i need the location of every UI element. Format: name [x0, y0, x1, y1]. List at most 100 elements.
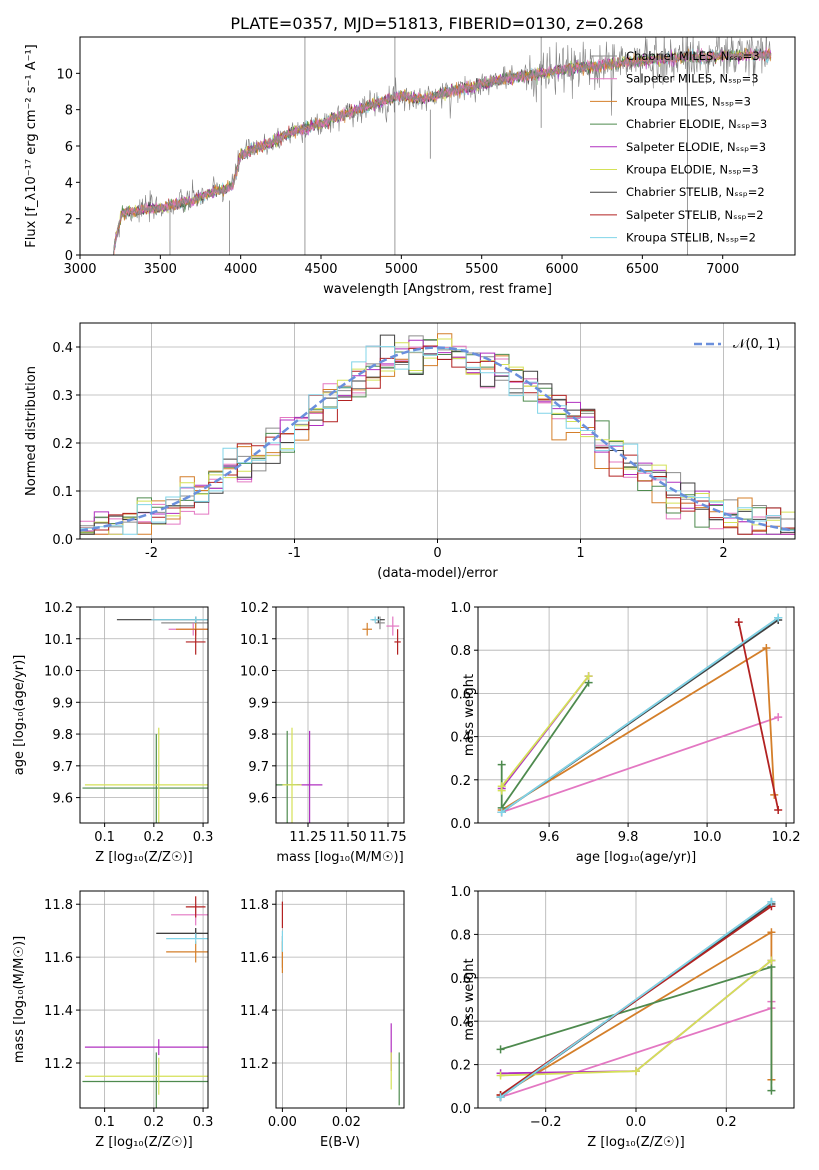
x-tick-label: 11.50	[329, 830, 366, 845]
x-tick-label: 3500	[144, 262, 177, 277]
weight-marker	[774, 713, 783, 722]
x-tick-label: 6000	[545, 262, 578, 277]
x-tick-label: 5000	[385, 262, 418, 277]
y-tick-label: 1.0	[450, 601, 471, 616]
weight-marker	[774, 806, 783, 815]
weight-marker	[762, 644, 771, 653]
panel-3: 11.25 11.50 11.75 9.6 9.7 9.8 9.9 10.0 10.1 10.2 m…	[240, 601, 407, 865]
weight-marker	[497, 782, 506, 791]
y-tick-label: 6	[65, 140, 73, 155]
y-tick-label: 2	[65, 213, 73, 228]
y-tick-label: 0.0	[450, 817, 471, 832]
y-tick-label: 9.7	[248, 760, 269, 775]
weight-marker	[774, 613, 783, 622]
y-tick-label: 0.8	[450, 928, 471, 943]
weight-line-kroupa-stelib	[500, 901, 772, 1098]
panel-2: 0.1 0.2 0.3 9.6 9.7 9.8 9.9 10.0 10.1 10.2 Z [log₁…	[12, 601, 214, 865]
weight-line-salpeter-stelib	[737, 621, 780, 811]
y-tick-label: 8	[65, 104, 73, 119]
x-axis-label: Z [log₁₀(Z/Z☉)]	[95, 850, 192, 865]
weight-marker	[767, 897, 776, 906]
x-tick-label: 0.1	[94, 830, 115, 845]
x-tick-label: 0	[433, 546, 441, 561]
y-tick-label: 10.2	[240, 601, 269, 616]
x-tick-label: 0.1	[94, 1115, 115, 1130]
panel-7: −0.2 0.0 0.2 0.0 0.2 0.4 0.6 0.8 1.0 Z [log₁₀(Z/Z…	[450, 885, 795, 1150]
x-axis-label: Z [log₁₀(Z/Z☉)]	[95, 1135, 192, 1150]
x-tick-label: 4000	[224, 262, 257, 277]
y-tick-label: 4	[65, 176, 73, 191]
y-tick-label: 11.8	[44, 898, 73, 913]
x-tick-label: 0.2	[144, 830, 165, 845]
plot-area	[276, 616, 401, 823]
axes-frame	[275, 606, 405, 824]
weight-marker	[734, 618, 743, 627]
weight-marker	[496, 1045, 505, 1054]
y-tick-label: 0.1	[52, 485, 73, 500]
y-tick-label: 10.0	[240, 665, 269, 680]
axes-frame	[275, 890, 405, 1109]
x-tick-label: 0.0	[626, 1115, 647, 1130]
x-tick-label: 3000	[63, 262, 96, 277]
y-tick-label: 9.6	[52, 792, 73, 807]
x-axis-label: Z [log₁₀(Z/Z☉)]	[587, 1135, 684, 1150]
plot-area	[80, 333, 795, 535]
y-tick-label: 11.2	[44, 1057, 73, 1072]
x-tick-label: 6500	[626, 262, 659, 277]
x-tick-label: 10.2	[772, 830, 801, 845]
data-spectrum-line	[112, 37, 772, 255]
legend-entry: Kroupa MILES, Nₛₛₚ=3	[626, 94, 751, 108]
y-tick-label: 9.7	[52, 760, 73, 775]
y-tick-label: 0.6	[450, 687, 471, 702]
axes-frame	[477, 606, 795, 824]
y-tick-label: 10.1	[240, 633, 269, 648]
legend-entry: Kroupa STELIB, Nₛₛₚ=2	[626, 231, 756, 245]
x-tick-label: 2	[719, 546, 727, 561]
panel-5: 0.1 0.2 0.3 11.2 11.4 11.6 11.8 Z [log₁₀(Z/Z☉)]…	[12, 890, 213, 1150]
weight-marker	[632, 1067, 640, 1076]
x-tick-label: 0.3	[193, 830, 214, 845]
y-axis-label: mass [log₁₀(M/M☉)]	[12, 936, 27, 1063]
y-tick-label: 0.2	[52, 437, 73, 452]
legend: Chabrier MILES, Nₛₛₚ=3 Salpeter MILES, Nₛ…	[590, 49, 767, 245]
y-tick-label: 11.6	[240, 951, 269, 966]
legend-entry: Chabrier MILES, Nₛₛₚ=3	[626, 49, 760, 63]
x-tick-label: 4500	[304, 262, 337, 277]
y-tick-label: 9.9	[248, 696, 269, 711]
weight-marker	[584, 672, 593, 681]
x-tick-label: 5500	[465, 262, 498, 277]
y-tick-label: 9.9	[52, 696, 73, 711]
y-tick-label: 0.0	[450, 1102, 471, 1117]
y-tick-label: 0	[65, 249, 73, 264]
x-tick-label: 9.8	[618, 830, 639, 845]
y-tick-label: 10	[56, 67, 73, 82]
y-axis-label: mass weight	[462, 958, 477, 1040]
y-tick-label: 10.0	[44, 665, 73, 680]
y-tick-label: 11.2	[240, 1057, 269, 1072]
y-tick-label: 1.0	[450, 885, 471, 900]
y-tick-label: 0.2	[450, 1059, 471, 1074]
x-tick-label: −0.2	[530, 1115, 562, 1130]
panel-4: 9.6 9.8 10.0 10.2 0.0 0.2 0.4 0.6 0.8 1.0 age [log…	[450, 601, 800, 865]
x-tick-label: 7000	[706, 262, 739, 277]
weight-marker	[496, 1071, 505, 1080]
y-tick-label: 9.6	[248, 792, 269, 807]
x-tick-label: 0.02	[332, 1115, 361, 1130]
weight-marker	[767, 928, 776, 937]
y-tick-label: 0.3	[52, 389, 73, 404]
x-axis-label: wavelength [Angstrom, rest frame]	[323, 282, 552, 297]
legend-entry: Chabrier ELODIE, Nₛₛₚ=3	[626, 117, 767, 131]
panel-0: 3000 3500 4000 4500 5000 5500 6000 6500 7000 0 2 4 6…	[24, 36, 796, 297]
panel-1: -2 -1 0 1 2 0.0 0.1 0.2 0.3 0.4 (data-model)/error…	[24, 322, 796, 581]
legend-entry: Salpeter STELIB, Nₛₛₚ=2	[626, 208, 764, 222]
x-axis-label: (data-model)/error	[377, 566, 498, 581]
legend-entry: Salpeter ELODIE, Nₛₛₚ=3	[626, 140, 766, 154]
x-tick-label: -2	[145, 546, 158, 561]
weight-marker	[497, 760, 506, 769]
y-tick-label: 11.8	[240, 898, 269, 913]
legend-entry: Chabrier STELIB, Nₛₛₚ=2	[626, 185, 765, 199]
x-tick-label: 0.00	[268, 1115, 297, 1130]
x-tick-label: 11.75	[369, 830, 406, 845]
